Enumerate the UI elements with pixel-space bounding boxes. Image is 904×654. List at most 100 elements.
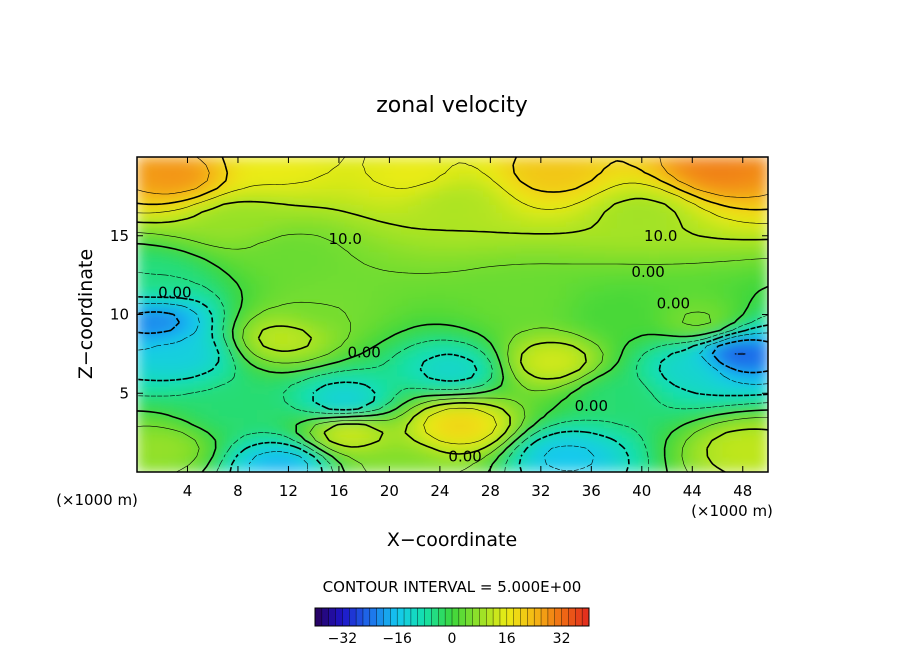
field-cell <box>584 172 592 182</box>
contour-labels: 10.0 10.00.000.000.000.000.000.00 <box>158 227 690 466</box>
field-cell <box>698 353 706 363</box>
field-cell <box>634 440 643 449</box>
field-cell <box>742 337 750 347</box>
field-cell <box>445 243 453 252</box>
field-cell <box>622 455 630 465</box>
field-cell <box>218 195 226 205</box>
field-cell <box>508 337 517 347</box>
field-cell <box>679 282 687 292</box>
field-cell <box>742 400 750 410</box>
field-cell <box>527 282 536 292</box>
field-cell <box>622 416 630 426</box>
field-cell <box>313 235 321 245</box>
field-cell <box>388 416 397 426</box>
field-cell <box>729 172 737 182</box>
field-cell <box>628 219 636 229</box>
field-cell <box>313 266 321 276</box>
field-cell <box>672 219 681 229</box>
field-cell <box>502 361 510 371</box>
field-cell <box>174 400 182 410</box>
field-cell <box>250 298 258 308</box>
field-cell <box>742 369 750 378</box>
field-cell <box>710 384 719 394</box>
field-cell <box>590 251 599 260</box>
field-cell <box>439 157 447 166</box>
field-cell <box>653 172 662 182</box>
field-cell <box>559 377 567 386</box>
field-cell <box>231 282 239 292</box>
field-cell <box>584 447 592 457</box>
field-cell <box>294 321 302 331</box>
field-cell <box>376 440 384 449</box>
field-cell <box>149 290 157 300</box>
field-cell <box>452 400 460 410</box>
field-cell <box>231 188 239 197</box>
field-cell <box>186 377 195 386</box>
field-cell <box>515 180 523 189</box>
field-cell <box>672 164 681 174</box>
field-cell <box>376 227 384 237</box>
field-cell <box>149 243 157 252</box>
field-cell <box>149 384 157 394</box>
field-cell <box>369 353 378 363</box>
field-cell <box>269 188 277 197</box>
field-cell <box>578 321 586 331</box>
field-cell <box>414 463 422 472</box>
field-cell <box>647 164 655 174</box>
field-cell <box>717 321 725 331</box>
field-cell <box>155 440 163 449</box>
field-cell <box>710 337 719 347</box>
field-cell <box>193 455 201 465</box>
field-cell <box>420 172 428 182</box>
field-cell <box>723 227 731 237</box>
field-cell <box>193 416 201 426</box>
field-cell <box>729 416 737 426</box>
field-cell <box>742 392 750 402</box>
field-cell <box>142 353 151 363</box>
field-cell <box>376 235 384 245</box>
field-cell <box>691 298 700 308</box>
field-cell <box>351 447 359 457</box>
field-cell <box>521 353 529 363</box>
field-cell <box>452 337 460 347</box>
x-tick-label: 8 <box>233 482 243 500</box>
field-cell <box>660 424 668 434</box>
field-cell <box>137 400 144 410</box>
field-cell <box>496 188 504 197</box>
field-cell <box>489 195 498 205</box>
colorbar-cell <box>499 608 508 626</box>
field-cell <box>584 211 592 221</box>
field-cell <box>237 188 245 197</box>
field-cell <box>496 361 504 371</box>
field-cell <box>294 282 302 292</box>
field-cell <box>723 243 731 252</box>
field-cell <box>351 219 359 229</box>
field-cell <box>325 180 334 189</box>
field-cell <box>742 188 750 197</box>
field-cell <box>313 314 321 323</box>
field-cell <box>571 172 580 182</box>
field-cell <box>294 180 302 189</box>
field-cell <box>439 211 447 221</box>
field-cell <box>540 227 548 237</box>
field-cell <box>401 377 409 386</box>
field-cell <box>205 361 214 371</box>
field-cell <box>458 290 466 300</box>
field-cell <box>300 266 308 276</box>
field-cell <box>174 416 182 426</box>
field-cell <box>597 400 605 410</box>
field-cell <box>717 219 725 229</box>
field-cell <box>717 188 725 197</box>
field-cell <box>294 369 302 378</box>
contour-label: 0.00 <box>575 397 608 415</box>
field-cell <box>287 243 296 252</box>
field-cell <box>161 416 170 426</box>
field-cell <box>243 408 252 418</box>
field-cell <box>306 266 315 276</box>
field-cell <box>653 440 662 449</box>
field-cell <box>414 219 422 229</box>
field-cell <box>300 392 308 402</box>
field-cell <box>363 235 371 245</box>
field-cell <box>672 282 681 292</box>
field-cell <box>622 211 630 221</box>
